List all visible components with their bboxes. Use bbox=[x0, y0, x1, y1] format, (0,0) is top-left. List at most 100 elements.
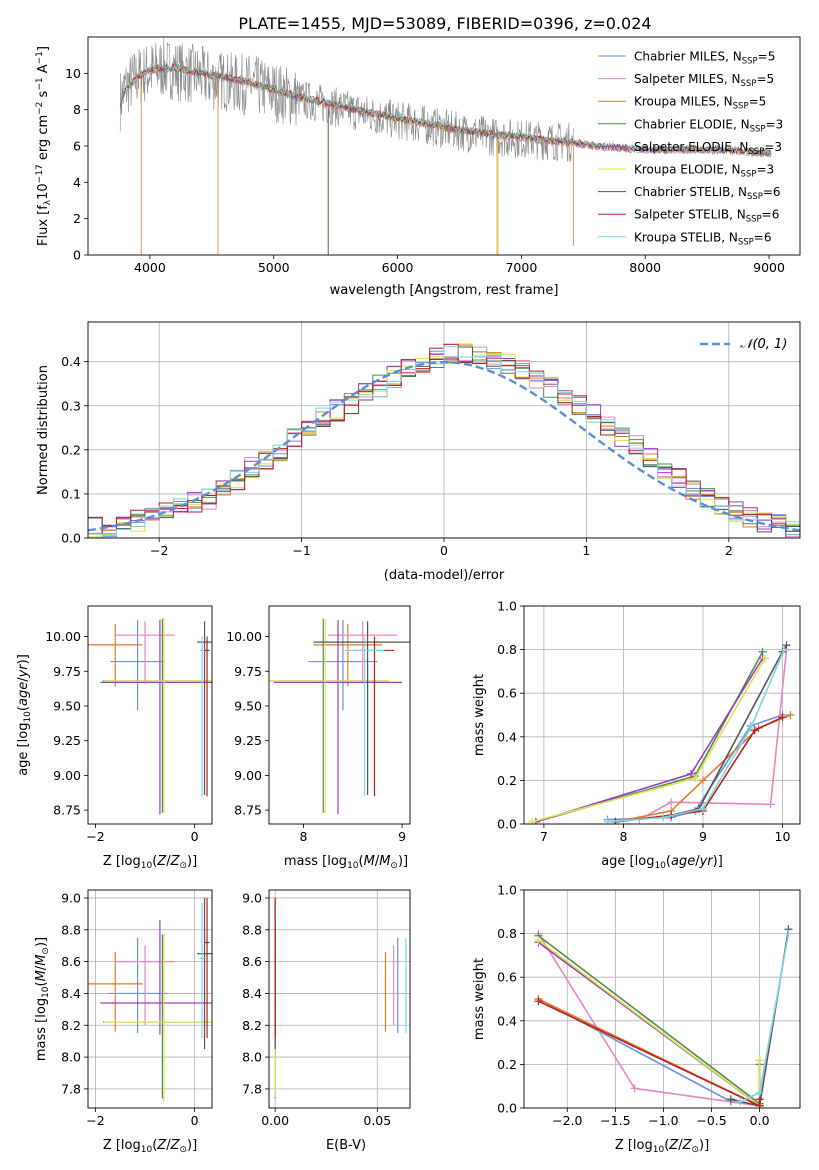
legend-entry: Kroupa STELIB, NSSP=6 bbox=[634, 230, 772, 247]
y-tick-label: 8.8 bbox=[242, 922, 262, 937]
model-spectrum-line bbox=[119, 63, 772, 156]
axes-frame bbox=[268, 605, 411, 825]
y-tick-label: 0.0 bbox=[497, 1101, 517, 1116]
x-tick-label: −0.5 bbox=[696, 1113, 726, 1128]
axes-frame bbox=[268, 889, 411, 1109]
series-marker bbox=[736, 1097, 745, 1106]
x-tick-label: −2.0 bbox=[552, 1113, 582, 1128]
data-point bbox=[274, 1064, 276, 1066]
series-marker bbox=[726, 1095, 735, 1104]
axes-frame bbox=[87, 605, 213, 825]
series-line bbox=[607, 649, 785, 823]
x-tick-label: 9000 bbox=[753, 260, 785, 275]
data-point bbox=[114, 644, 117, 646]
series-marker bbox=[534, 936, 543, 945]
x-tick-label: 0.0 bbox=[750, 1113, 770, 1128]
x-tick-label: 6000 bbox=[382, 260, 414, 275]
series-marker bbox=[784, 929, 793, 938]
data-point bbox=[203, 641, 206, 643]
axes-frame bbox=[523, 889, 801, 1109]
data-point bbox=[392, 960, 395, 963]
x-tick-label: 8 bbox=[619, 829, 627, 844]
x-tick-label: 7000 bbox=[505, 260, 537, 275]
x-tick-label: 0.05 bbox=[363, 1113, 391, 1128]
y-tick-label: 0.4 bbox=[61, 354, 81, 369]
axes-frame bbox=[87, 321, 801, 539]
histogram-step bbox=[88, 346, 800, 537]
legend-entry: Salpeter MILES, NSSP=5 bbox=[634, 72, 774, 89]
x-tick-label: −2 bbox=[86, 829, 104, 844]
x-tick-label: 9 bbox=[699, 829, 707, 844]
data-point bbox=[361, 634, 364, 636]
y-tick-label: 0.2 bbox=[497, 1057, 517, 1072]
y-tick-label: 0.1 bbox=[61, 486, 81, 501]
series-line bbox=[531, 657, 766, 823]
y-axis-label-part: −2 bbox=[35, 102, 45, 115]
x-tick-label: 0 bbox=[191, 1113, 199, 1128]
data-point bbox=[206, 649, 208, 652]
data-point bbox=[136, 992, 139, 995]
series-marker bbox=[750, 726, 759, 735]
x-tick-label: −2 bbox=[86, 1113, 104, 1128]
y-tick-label: 0.8 bbox=[497, 642, 517, 657]
y-tick-label: 7.8 bbox=[242, 1081, 262, 1096]
x-tick-label: 9 bbox=[398, 829, 406, 844]
legend-entry: Chabrier MILES, NSSP=5 bbox=[634, 50, 775, 67]
y-tick-label: 9.50 bbox=[234, 698, 262, 713]
y-axis-label-part: s bbox=[36, 90, 51, 101]
series-line bbox=[615, 644, 788, 823]
data-point bbox=[201, 957, 203, 960]
data-point bbox=[136, 660, 139, 663]
series-line bbox=[638, 649, 788, 821]
data-point bbox=[163, 680, 165, 682]
y-axis-label-part: 10 bbox=[36, 183, 51, 200]
axes-mass-weight-vs-age: 7 8 9 10 0.0 0.2 0.4 0.6 0.8 1.0 mass weight age [l… bbox=[472, 599, 801, 871]
y-axis-label-part: A bbox=[36, 64, 51, 77]
y-tick-label: 0.0 bbox=[61, 531, 81, 546]
y-tick-label: 6 bbox=[73, 139, 81, 154]
y-tick-label: 9.75 bbox=[53, 664, 81, 679]
y-tick-label: 9.25 bbox=[53, 733, 81, 748]
data-point bbox=[159, 681, 161, 684]
plot-area-mass-vs-z bbox=[88, 897, 212, 1102]
y-tick-label: 0.4 bbox=[497, 729, 517, 744]
y-axis-label-part: −1 bbox=[35, 51, 45, 64]
y-tick-label: 0.2 bbox=[497, 773, 517, 788]
series-marker bbox=[527, 817, 536, 824]
axes-frame bbox=[523, 605, 801, 825]
series-marker bbox=[603, 817, 612, 824]
y-axis-label-part: λ bbox=[43, 199, 53, 205]
series-line bbox=[535, 657, 764, 823]
figure-title: PLATE=1455, MJD=53089, FIBERID=0396, z=0… bbox=[238, 14, 651, 33]
legend-entry: Salpeter ELODIE, NSSP=3 bbox=[634, 140, 782, 157]
axes-mass-weight-vs-z: −2.0 −1.5 −1.0 −0.5 0.0 0.0 0.2 0.4 0.6 0.8 1.0 mas… bbox=[472, 883, 801, 1155]
y-tick-label: 9.0 bbox=[61, 890, 81, 905]
y-tick-label: 9.25 bbox=[234, 733, 262, 748]
legend-entry: Chabrier STELIB, NSSP=6 bbox=[634, 185, 781, 202]
y-tick-label: 0.6 bbox=[497, 686, 517, 701]
y-axis-label: Normed distribution bbox=[36, 365, 51, 495]
x-tick-label: 8 bbox=[300, 829, 308, 844]
data-point bbox=[363, 649, 366, 652]
legend-entry: Chabrier ELODIE, NSSP=3 bbox=[634, 117, 783, 134]
y-tick-label: 8.75 bbox=[234, 803, 262, 818]
data-point bbox=[159, 1002, 161, 1004]
y-tick-label: 0.2 bbox=[61, 442, 81, 457]
y-tick-label: 2 bbox=[73, 211, 81, 226]
histogram-step bbox=[88, 359, 800, 535]
y-tick-label: 8.75 bbox=[53, 803, 81, 818]
data-point bbox=[274, 941, 276, 944]
y-tick-label: 0.3 bbox=[61, 398, 81, 413]
y-tick-label: 8 bbox=[73, 102, 81, 117]
series-marker bbox=[761, 654, 770, 663]
data-point bbox=[366, 641, 369, 643]
series-marker bbox=[766, 800, 775, 809]
y-tick-label: 8.0 bbox=[61, 1050, 81, 1065]
y-tick-label: 0.0 bbox=[497, 817, 517, 832]
y-tick-label: 0 bbox=[73, 248, 81, 263]
y-axis-label: age [log10(age/yr)] bbox=[16, 654, 33, 776]
y-tick-label: 8.4 bbox=[242, 986, 262, 1001]
data-point bbox=[206, 941, 208, 944]
y-tick-label: 9.50 bbox=[53, 698, 81, 713]
axes-spectrum: 4000 5000 6000 7000 8000 9000 0 2 4 6 8 10 wavelengt… bbox=[35, 36, 801, 298]
